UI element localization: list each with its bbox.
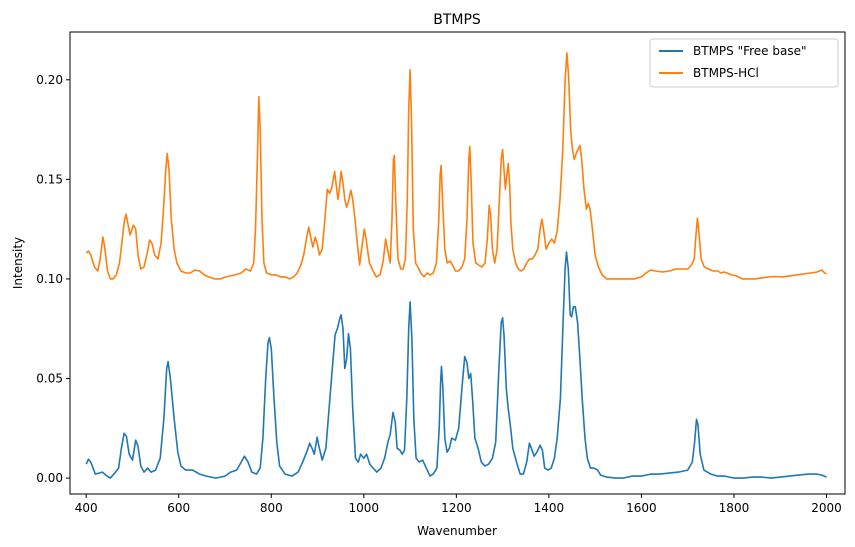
- plot-frame: [69, 31, 846, 495]
- x-axis-label: Wavenumber: [417, 524, 497, 538]
- y-tick-label: 0.20: [36, 73, 63, 87]
- plot-lines: [85, 52, 827, 479]
- legend-frame: [649, 38, 839, 88]
- legend-entry-free-base: BTMPS "Free base": [693, 44, 807, 58]
- y-axis-label: Intensity: [11, 237, 25, 289]
- x-tick-label: 1000: [349, 501, 380, 515]
- x-tick-label: 600: [167, 501, 190, 515]
- y-tick-label: 0.00: [36, 471, 63, 485]
- legend: BTMPS "Free base" BTMPS-HCl: [649, 38, 839, 88]
- x-tick-label: 2000: [811, 501, 842, 515]
- y-axis: 0.00 0.05 0.10 0.15 0.20: [36, 73, 70, 485]
- chart-title: BTMPS: [433, 12, 481, 28]
- x-tick-label: 1200: [441, 501, 472, 515]
- x-tick-label: 1600: [626, 501, 657, 515]
- y-tick-label: 0.15: [36, 172, 63, 186]
- x-tick-label: 1400: [534, 501, 565, 515]
- x-axis: 400 600 800 1000 1200 1400 1600 1800 2000: [75, 494, 842, 515]
- y-tick-label: 0.10: [36, 272, 63, 286]
- x-tick-label: 1800: [719, 501, 750, 515]
- series-line-1: [85, 52, 827, 280]
- series-line-0: [85, 251, 827, 479]
- legend-entry-hcl: BTMPS-HCl: [693, 66, 759, 80]
- x-tick-label: 800: [260, 501, 283, 515]
- x-tick-label: 400: [75, 501, 98, 515]
- y-tick-label: 0.05: [36, 372, 63, 386]
